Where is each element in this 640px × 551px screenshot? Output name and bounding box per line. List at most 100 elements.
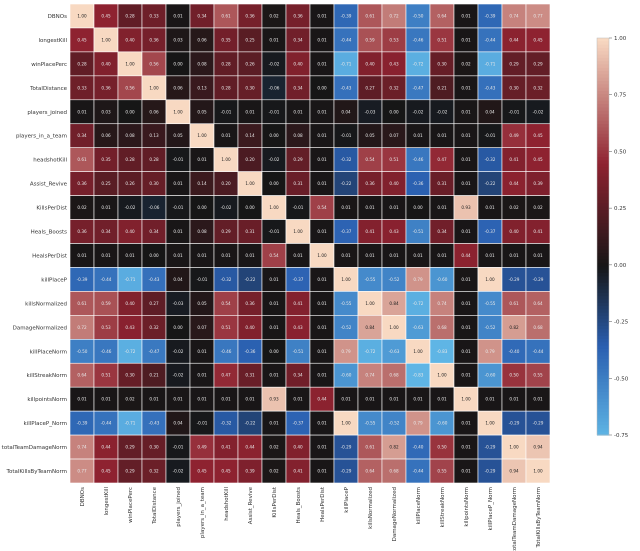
- cell-value-label: 0.45: [101, 469, 111, 474]
- cell-value-label: -0.37: [293, 421, 304, 426]
- x-tick-label: TotalKillsByTeamNorm: [536, 487, 542, 548]
- cell-value-label: 0.01: [101, 397, 111, 402]
- cell-value-label: 0.79: [413, 277, 423, 282]
- cell-value-label: 0.41: [509, 157, 519, 162]
- cell-value-label: 0.02: [461, 61, 471, 66]
- colorbar-segment: [597, 143, 609, 148]
- cell-value-label: 1.00: [317, 253, 327, 258]
- cell-value-label: 0.06: [197, 37, 207, 42]
- cell-value-label: 0.01: [341, 205, 351, 210]
- x-tick-label: KillsPerDist: [272, 486, 278, 517]
- cell-value-label: 0.29: [125, 445, 135, 450]
- cell-value-label: 0.01: [461, 85, 471, 90]
- cell-value-label: 0.68: [389, 469, 399, 474]
- cell-value-label: 1.00: [509, 445, 519, 450]
- cell-value-label: -0.29: [485, 469, 496, 474]
- cell-value-label: 0.56: [149, 61, 159, 66]
- cell-value-label: -0.39: [77, 277, 88, 282]
- cell-value-label: 1.00: [485, 421, 495, 426]
- cell-value-label: 1.00: [269, 205, 279, 210]
- cell-value-label: -0.63: [389, 349, 400, 354]
- colorbar-segment: [597, 186, 609, 191]
- y-tick-label: killPlaceP_Norm: [24, 421, 67, 427]
- cell-value-label: 0.01: [317, 421, 327, 426]
- colorbar-segment: [597, 210, 609, 214]
- cell-value-label: -0.29: [509, 421, 520, 426]
- cell-value-label: -0.29: [341, 469, 352, 474]
- cell-value-label: 0.01: [461, 373, 471, 378]
- cell-value-label: -0.32: [485, 157, 496, 162]
- colorbar-segment: [597, 431, 609, 436]
- cell-value-label: 0.01: [269, 325, 279, 330]
- cell-value-label: 0.93: [269, 397, 279, 402]
- cell-value-label: -0.37: [341, 229, 352, 234]
- cell-value-label: 0.43: [125, 325, 135, 330]
- cell-value-label: -0.43: [485, 85, 496, 90]
- cell-value-label: 0.94: [533, 445, 543, 450]
- cell-value-label: 0.40: [389, 181, 399, 186]
- cell-value-label: 0.01: [437, 253, 447, 258]
- y-tick-label: DamageNormalized: [13, 325, 67, 331]
- colorbar-segment: [597, 276, 609, 281]
- y-tick-label: players_joined: [27, 110, 67, 116]
- colorbar-segment: [597, 71, 609, 75]
- cell-value-label: 0.45: [101, 13, 111, 18]
- cell-value-label: 0.01: [245, 253, 255, 258]
- cell-value-label: -0.22: [245, 421, 256, 426]
- cell-value-label: -0.22: [485, 181, 496, 186]
- cell-value-label: -0.40: [509, 349, 520, 354]
- cell-value-label: 0.77: [533, 13, 543, 18]
- cell-value-label: 0.01: [101, 205, 111, 210]
- cell-value-label: 0.01: [461, 181, 471, 186]
- cell-value-label: 0.01: [437, 397, 447, 402]
- cell-value-label: 0.02: [77, 205, 87, 210]
- colorbar-segment: [597, 38, 609, 42]
- cell-value-label: 0.45: [533, 133, 543, 138]
- cell-value-label: 0.29: [125, 469, 135, 474]
- cell-value-label: 0.59: [101, 301, 111, 306]
- colorbar-segment: [597, 167, 609, 171]
- cell-value-label: 0.25: [101, 181, 111, 186]
- cell-value-label: 0.74: [509, 13, 519, 18]
- cell-value-label: 0.53: [389, 37, 399, 42]
- cell-value-label: 0.34: [293, 373, 303, 378]
- cell-value-label: -0.60: [437, 421, 448, 426]
- cell-value-label: 0.34: [293, 85, 303, 90]
- cell-value-label: -0.01: [173, 205, 184, 210]
- cell-value-label: 1.00: [365, 301, 375, 306]
- cell-value-label: 0.01: [389, 205, 399, 210]
- colorbar-segment: [597, 279, 609, 284]
- colorbar-tick-label: -0.50: [614, 376, 629, 382]
- x-tick-label: DamageNormalized: [392, 487, 398, 541]
- cell-value-label: 0.08: [125, 133, 135, 138]
- cell-value-label: -0.02: [413, 109, 424, 114]
- cell-value-label: -0.60: [437, 277, 448, 282]
- cell-value-label: 0.36: [245, 301, 255, 306]
- cell-value-label: 0.01: [269, 373, 279, 378]
- x-tick-label: longestKill: [104, 487, 110, 516]
- cell-value-label: 0.39: [245, 469, 255, 474]
- cell-value-label: 0.54: [269, 253, 279, 258]
- cell-value-label: 0.44: [101, 445, 111, 450]
- cell-value-label: 0.84: [365, 325, 375, 330]
- y-tick-label: TotalDistance: [29, 86, 68, 92]
- y-tick-label: KillsPerDist: [36, 206, 67, 212]
- cell-value-label: -0.29: [341, 445, 352, 450]
- colorbar-segment: [597, 405, 609, 410]
- x-tick-label: DBNOs: [80, 487, 86, 506]
- cell-value-label: 0.08: [197, 229, 207, 234]
- colorbar-segment: [597, 345, 609, 350]
- cell-value-label: 0.43: [389, 61, 399, 66]
- cell-value-label: -0.63: [413, 325, 424, 330]
- colorbar-segment: [597, 157, 609, 162]
- cell-value-label: 0.51: [437, 37, 447, 42]
- cell-value-label: -0.55: [365, 277, 376, 282]
- y-axis-labels: DBNOs longestKill winPlacePerc TotalDistanc…: [2, 14, 68, 475]
- cell-value-label: 0.43: [293, 325, 303, 330]
- cell-value-label: 1.00: [341, 277, 351, 282]
- cell-value-label: 0.01: [77, 253, 87, 258]
- colorbar-segment: [597, 391, 609, 396]
- colorbar-segment: [597, 269, 609, 274]
- cell-value-label: 0.01: [461, 277, 471, 282]
